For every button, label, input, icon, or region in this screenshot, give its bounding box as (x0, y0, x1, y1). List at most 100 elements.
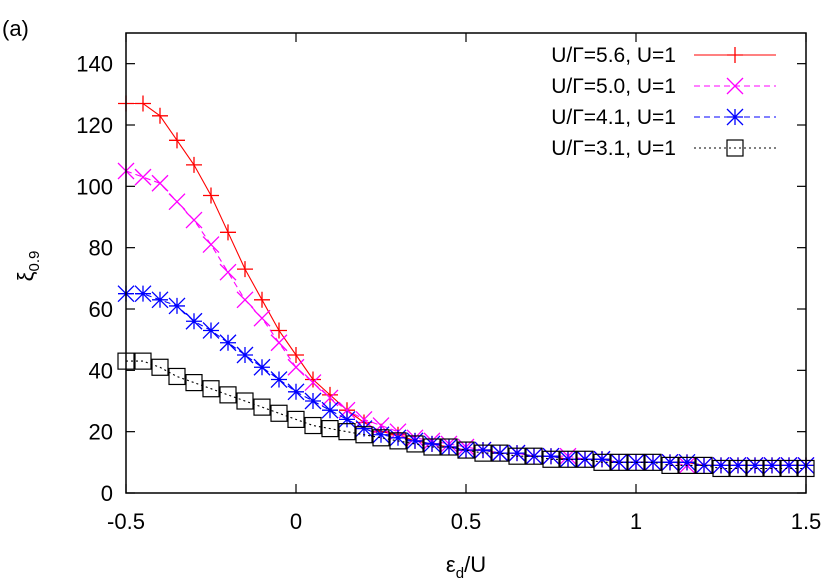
data-point (763, 456, 781, 474)
data-point (304, 416, 322, 435)
data-point (763, 459, 781, 478)
legend-label: U/Γ=5.6, U=1 (551, 44, 676, 67)
x-tick-label: 1.5 (791, 509, 822, 534)
data-point (491, 444, 509, 462)
y-tick-label: 20 (89, 420, 113, 445)
data-point (406, 435, 424, 453)
y-axis-label: ξ0.9 (13, 251, 43, 282)
legend: U/Γ=5.6, U=1 U/Γ=5.0, U=1 U/Γ=4.1, U=1 U/Γ=… (551, 44, 776, 160)
legend-marker (726, 108, 744, 126)
data-point (202, 380, 220, 398)
data-point (151, 358, 169, 376)
data-point (729, 456, 747, 474)
data-point (322, 386, 338, 403)
data-point (440, 438, 458, 456)
data-point (321, 420, 339, 438)
data-point (423, 435, 441, 453)
data-point (254, 291, 270, 308)
series-line (126, 102, 806, 466)
series-2 (117, 162, 815, 474)
data-point (338, 401, 356, 419)
data-point (168, 193, 186, 211)
data-point (780, 456, 798, 474)
data-point (559, 450, 577, 468)
data-point (695, 456, 713, 474)
x-tick-label: 0 (290, 509, 302, 534)
data-point (746, 456, 764, 474)
data-point (610, 453, 628, 471)
axes: -0.5 0 0.5 1 1.5 0 20 40 60 80 100 120 140 (76, 32, 822, 534)
data-point (219, 263, 237, 281)
data-point (729, 459, 747, 478)
data-point (253, 309, 271, 327)
data-point (288, 347, 304, 363)
data-point (695, 456, 713, 474)
series-line (126, 360, 806, 470)
data-point (627, 453, 645, 471)
data-point (355, 420, 373, 438)
data-point (355, 426, 373, 444)
y-axis-label-sub: 0.9 (26, 251, 43, 272)
data-point (525, 447, 543, 465)
data-point (389, 429, 407, 447)
data-point (457, 441, 475, 459)
series-1 (118, 95, 814, 474)
data-point (338, 410, 356, 428)
data-point (186, 156, 202, 173)
x-tick-label: 0.5 (451, 509, 482, 534)
data-point (135, 95, 151, 112)
legend-item: U/Γ=5.0, U=1 (551, 75, 776, 98)
data-point (185, 374, 203, 392)
data-point (271, 322, 287, 339)
data-point (423, 438, 441, 456)
y-axis-label-main: ξ (13, 271, 38, 281)
data-point (270, 371, 288, 388)
data-point (780, 459, 798, 478)
data-point (168, 297, 186, 315)
data-point (644, 453, 662, 471)
data-point (236, 346, 254, 364)
data-point (372, 426, 390, 444)
data-point (610, 453, 628, 471)
data-point (542, 450, 560, 468)
data-point (372, 417, 390, 434)
y-tick-label: 0 (101, 481, 113, 506)
series-line (126, 293, 806, 466)
data-point (457, 441, 475, 459)
data-point (270, 404, 288, 422)
data-point (236, 392, 254, 410)
data-point (185, 211, 203, 229)
data-point (151, 174, 169, 192)
series-4 (117, 352, 815, 478)
panel-label: (a) (2, 16, 29, 41)
data-point (389, 432, 407, 450)
data-point (525, 447, 543, 465)
data-point (168, 367, 186, 386)
data-point (219, 334, 237, 352)
data-point (321, 401, 339, 419)
data-point (746, 459, 764, 478)
legend-item: U/Γ=4.1, U=1 (551, 106, 776, 129)
data-point (134, 168, 152, 186)
data-point (253, 398, 271, 416)
data-point (576, 450, 594, 468)
x-axis-label-sub: d (456, 565, 464, 582)
data-point (338, 423, 356, 441)
data-point (712, 459, 730, 478)
data-point (287, 358, 305, 376)
data-point (287, 410, 305, 428)
data-point (253, 358, 271, 376)
data-point (134, 285, 152, 303)
legend-label: U/Γ=5.0, U=1 (551, 75, 676, 98)
data-point (678, 453, 696, 471)
data-point (576, 450, 594, 468)
data-point (661, 456, 679, 474)
y-tick-label: 140 (76, 52, 113, 77)
data-point (152, 107, 168, 124)
data-point (542, 447, 560, 465)
data-point (237, 261, 253, 278)
series-line (125, 170, 806, 466)
data-point (185, 312, 203, 330)
data-point (321, 389, 339, 407)
